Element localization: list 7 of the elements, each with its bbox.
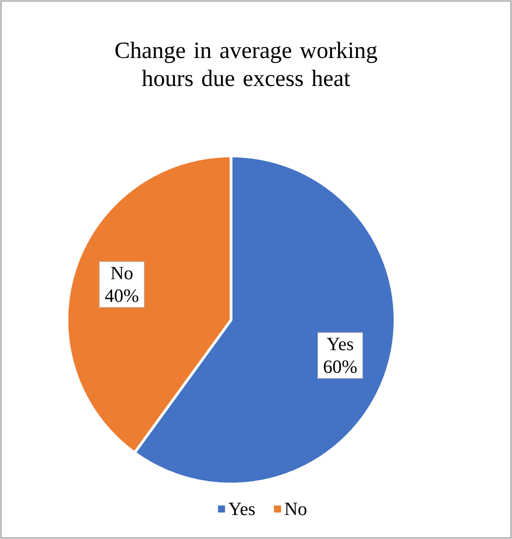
slice-label: No xyxy=(110,266,133,280)
legend-label: Yes xyxy=(228,502,255,516)
data-label: 60% xyxy=(324,360,357,374)
slice-label: Yes xyxy=(326,338,354,350)
data-label: 40% xyxy=(105,289,138,302)
chart-title: Change in average working hours due excess heat xyxy=(115,42,378,86)
legend-label: No xyxy=(284,502,306,516)
